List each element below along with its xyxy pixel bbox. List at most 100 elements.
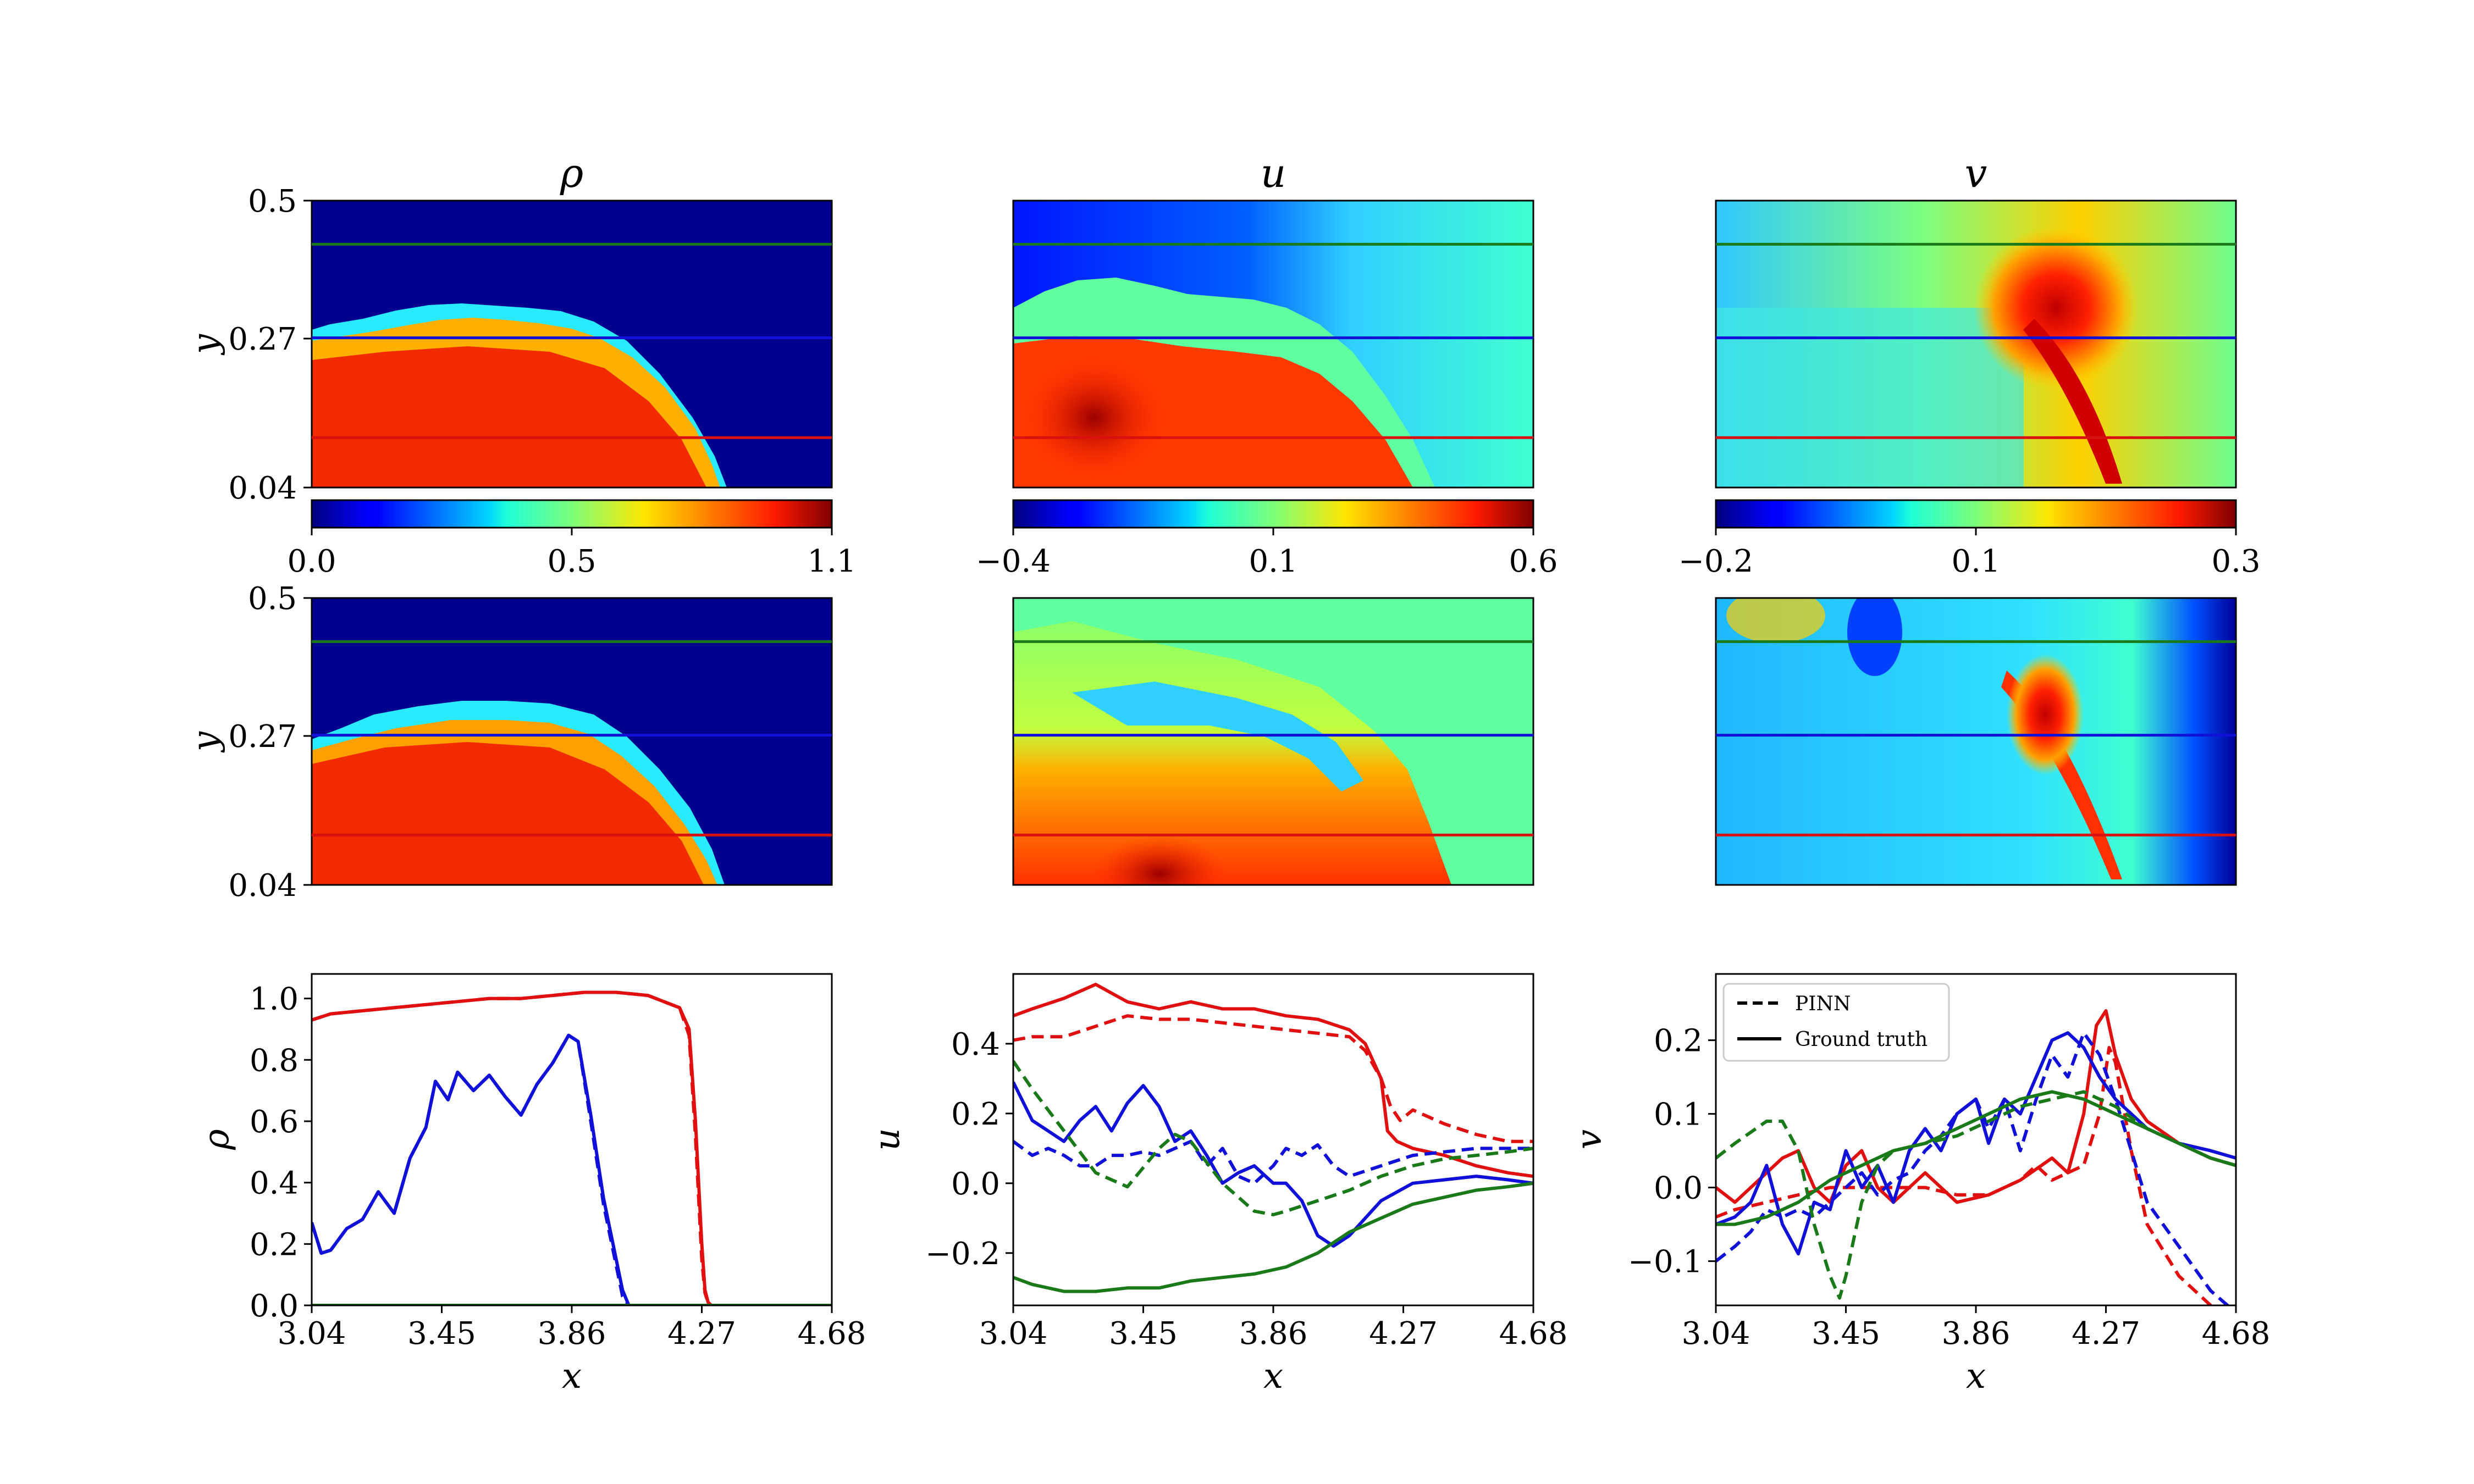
colorbar-tick: −0.4 xyxy=(976,544,1051,579)
rho-pinn-core xyxy=(312,742,704,885)
colorbar-u: −0.4 0.1 0.6 xyxy=(976,499,1558,579)
ytick-label: 0.5 xyxy=(248,581,297,617)
series-line-2 xyxy=(312,1033,832,1305)
ytick-label: 0.2 xyxy=(250,1227,299,1262)
series-line-3 xyxy=(1716,1031,2230,1305)
ytick-label: 0.27 xyxy=(228,719,297,755)
xlabel-rho: x xyxy=(562,1356,582,1397)
xtick-label: 4.27 xyxy=(1369,1316,1438,1352)
v-hot-lobe xyxy=(1974,225,2139,390)
ytick-label: 0.2 xyxy=(951,1097,1000,1132)
lineplot-rho-series xyxy=(312,990,832,1305)
v-pinn-hot-lobe xyxy=(2007,654,2084,775)
colorbar-tick: 0.1 xyxy=(1951,544,2000,579)
ytick-label: 1.0 xyxy=(250,982,299,1017)
v-pinn-background xyxy=(1716,598,2236,885)
u-pinn-core xyxy=(1094,835,1226,885)
u-pinn-blue-band xyxy=(1072,682,1363,791)
lineplot-v-series xyxy=(1716,1009,2236,1305)
xtick-label: 3.04 xyxy=(1682,1316,1750,1352)
yticks-row1: 0.5 0.27 0.04 xyxy=(228,184,312,506)
ytick-label: 0.04 xyxy=(228,868,297,904)
ytick-label: 0.0 xyxy=(1654,1171,1703,1206)
ylabel-v: v xyxy=(1569,1129,1610,1149)
ytick-label: −0.2 xyxy=(925,1236,1000,1272)
title-u: u xyxy=(1261,150,1286,196)
u-core xyxy=(1023,357,1166,478)
series-line-1 xyxy=(312,990,832,1305)
heatmap-u-pinn xyxy=(1013,598,1533,885)
ytick-label: 0.6 xyxy=(250,1104,299,1140)
title-v: v xyxy=(1965,150,1987,196)
xtick-label: 4.27 xyxy=(667,1316,736,1352)
series-line-3 xyxy=(1013,1139,1533,1185)
series-line-4 xyxy=(1013,1181,1533,1293)
colorbar-rho: 0.0 0.5 1.1 xyxy=(287,499,857,579)
heatmap-rho-reference-frame xyxy=(311,200,833,489)
colorbar-tick: 0.3 xyxy=(2211,544,2260,579)
heatmap-rho-pinn xyxy=(312,598,832,885)
sample-lines xyxy=(312,242,2236,837)
series-line-1 xyxy=(1013,1014,1533,1143)
xtick-label: 4.27 xyxy=(2072,1316,2140,1352)
ytick-label: 0.8 xyxy=(250,1043,299,1078)
legend: PINN Ground truth xyxy=(1722,983,1950,1062)
lineplot-rho: 3.04 3.45 3.86 4.27 4.68 0.0 0.2 0.4 0.6 0.8 1.0 x… xyxy=(196,973,866,1397)
heatmap-u-pinn-frame xyxy=(1012,597,1534,886)
heatmap-rho-pinn-frame xyxy=(311,597,833,886)
ylabel-row2: y xyxy=(185,731,226,753)
ylabel-u: u xyxy=(867,1128,908,1150)
series-line-5 xyxy=(1716,1090,2236,1300)
u-pinn-cool-band xyxy=(1013,598,1533,885)
lineplot-u-series xyxy=(1013,983,1533,1293)
v-pinn-warm-lobe xyxy=(1726,598,1825,643)
ytick-label: 0.5 xyxy=(248,184,297,219)
heatmap-v-pinn-frame xyxy=(1715,597,2237,886)
xtick-label: 3.86 xyxy=(1942,1316,2011,1352)
xtick-label: 3.45 xyxy=(1812,1316,1880,1352)
series-line-0 xyxy=(1013,983,1533,1178)
ytick-label: 0.4 xyxy=(250,1166,299,1201)
lineplot-v: 3.04 3.45 3.86 4.27 4.68 −0.1 0.0 0.1 0.2 x v PI… xyxy=(1569,973,2271,1397)
heatmap-v-reference-frame xyxy=(1715,200,2237,489)
xlabel-v: x xyxy=(1966,1356,1986,1397)
colorbar-tick: 0.1 xyxy=(1249,544,1297,579)
heatmap-u-reference xyxy=(1013,201,1533,488)
ylabel-rho: ρ xyxy=(196,1129,237,1150)
colorbar-tick: 1.1 xyxy=(807,544,856,579)
heatmap-v-pinn xyxy=(1716,598,2236,885)
yticks-row2: 0.5 0.27 0.04 xyxy=(228,581,312,904)
ytick-label: 0.2 xyxy=(1654,1023,1703,1059)
xtick-label: 3.86 xyxy=(538,1316,606,1352)
v-pinn-dark-spot xyxy=(1847,598,1902,676)
xtick-label: 4.68 xyxy=(2202,1316,2271,1352)
series-line-5 xyxy=(1013,1060,1533,1216)
xtick-label: 3.04 xyxy=(278,1316,346,1352)
ytick-label: 0.4 xyxy=(951,1027,1000,1062)
ytick-label: 0.0 xyxy=(250,1288,299,1324)
xtick-label: 3.45 xyxy=(407,1316,476,1352)
xtick-label: 3.04 xyxy=(979,1316,1048,1352)
legend-label-ground-truth: Ground truth xyxy=(1795,1028,1928,1051)
xtick-label: 4.68 xyxy=(1499,1316,1568,1352)
lineplot-u: 3.04 3.45 3.86 4.27 4.68 −0.2 0.0 0.2 0.4 x u xyxy=(867,973,1567,1397)
series-line-4 xyxy=(1716,1090,2236,1226)
series-line-2 xyxy=(1013,1081,1533,1248)
series-line-1 xyxy=(1716,1046,2214,1305)
xlabel-u: x xyxy=(1263,1356,1283,1397)
colorbar-tick: 0.6 xyxy=(1509,544,1558,579)
ytick-label: 0.27 xyxy=(228,322,297,357)
xtick-label: 4.68 xyxy=(798,1316,866,1352)
lineplot-rho-ticks: 3.04 3.45 3.86 4.27 4.68 0.0 0.2 0.4 0.6 0.8 1.0 xyxy=(250,982,866,1352)
colorbar-v: −0.2 0.1 0.3 xyxy=(1678,499,2261,579)
ylabel-row1: y xyxy=(185,334,226,356)
lineplot-u-ticks: 3.04 3.45 3.86 4.27 4.68 −0.2 0.0 0.2 0.4 xyxy=(925,1027,1567,1352)
series-line-3 xyxy=(312,1033,832,1305)
title-rho: ρ xyxy=(560,150,583,196)
ytick-label: 0.1 xyxy=(1654,1097,1703,1133)
v-lower-band xyxy=(1716,308,2024,488)
ytick-label: 0.0 xyxy=(951,1166,1000,1202)
xtick-label: 3.86 xyxy=(1239,1316,1308,1352)
rho-core xyxy=(312,346,706,488)
